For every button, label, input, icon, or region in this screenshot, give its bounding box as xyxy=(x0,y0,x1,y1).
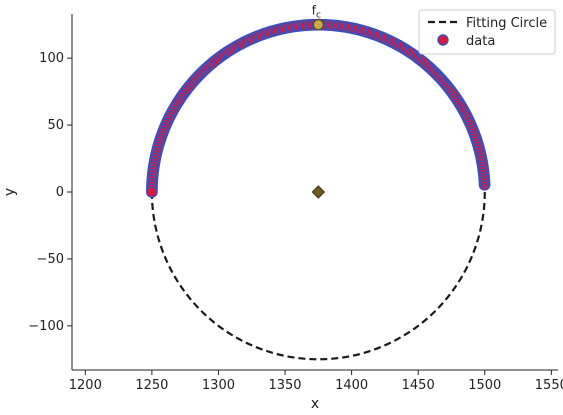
x-tick-label: 1250 xyxy=(135,378,168,393)
x-tick-label: 1550 xyxy=(535,378,563,393)
legend-marker-data xyxy=(437,34,449,46)
axes: 1200 1250 1300 1350 1400 1450 1500 1550 −100 −50… xyxy=(2,14,563,412)
center-marker xyxy=(311,185,326,199)
legend-label-data: data xyxy=(466,34,495,49)
x-tick-label: 1450 xyxy=(402,378,435,393)
legend: Fitting Circle data xyxy=(418,9,556,55)
fitting-circle-line xyxy=(150,23,486,361)
y-tick-label: −50 xyxy=(37,252,64,267)
x-tick-label: 1500 xyxy=(468,378,501,393)
fc-label: fc xyxy=(312,4,321,21)
data-point xyxy=(145,186,158,198)
x-axis-title: x xyxy=(311,396,319,412)
x-tick-label: 1400 xyxy=(335,378,368,393)
fc-marker xyxy=(312,19,324,31)
x-tick-label: 1300 xyxy=(202,378,235,393)
y-axis-title: y xyxy=(2,188,18,196)
y-tick-label: 100 xyxy=(39,51,64,66)
y-tick-label: −100 xyxy=(28,319,64,334)
legend-label-fitting-circle: Fitting Circle xyxy=(466,16,547,31)
y-tick-label: 50 xyxy=(47,118,64,133)
y-tick-label: 0 xyxy=(56,185,64,200)
x-ticks: 1200 1250 1300 1350 1400 1450 1500 1550 xyxy=(69,370,563,393)
x-tick-label: 1350 xyxy=(268,378,301,393)
x-tick-label: 1200 xyxy=(69,378,102,393)
y-ticks: −100 −50 0 50 100 xyxy=(28,51,72,334)
